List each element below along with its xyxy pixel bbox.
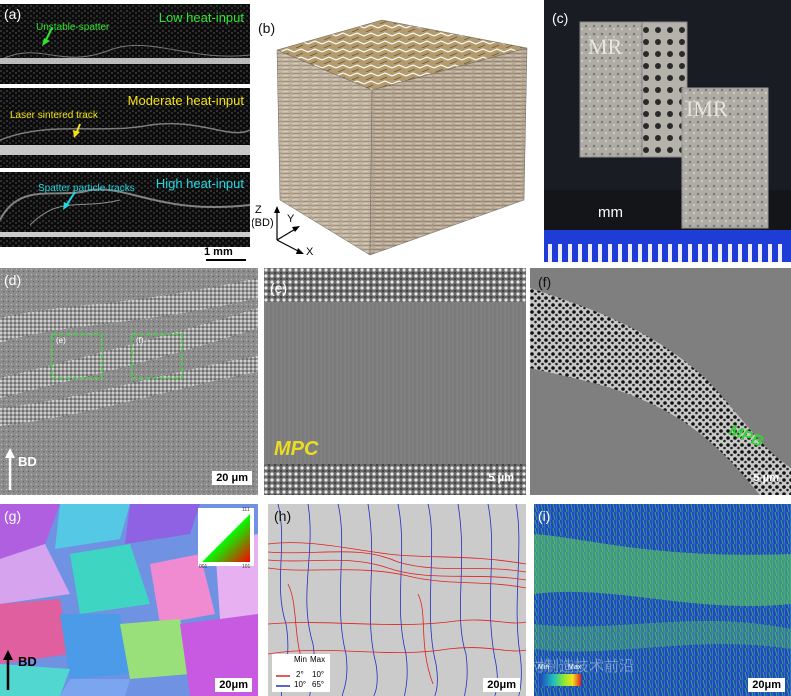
panel-g-bd-label: BD [18, 654, 37, 669]
axis-y-label: Y [287, 213, 295, 225]
part1-engraving: MR [588, 34, 623, 59]
panel-d-scale: 20 μm [212, 471, 252, 485]
grain-boundary-map [268, 504, 526, 696]
panel-i-scale: 20μm [748, 678, 785, 692]
panel-a: (a) Low heat-input Unstable-spatter Mode… [0, 0, 250, 265]
row3-title: High heat-input [155, 176, 244, 191]
axis-bd-label: (BD) [252, 217, 274, 229]
legend-row1-min: 2° [296, 670, 304, 679]
panel-f-scale: 5 μm [753, 472, 779, 484]
watermark-text: 公众号·增材制造技术前沿 [534, 658, 634, 675]
panel-d: (d) (e) (f) BD 20 μm [0, 268, 258, 495]
legend-header-max: Max [310, 655, 326, 664]
axis-x-label: X [306, 246, 314, 258]
panel-g: (g) 001 101 111 BD 20μm [0, 504, 258, 696]
cube-graphic [274, 19, 528, 256]
sem-image-f [530, 268, 791, 495]
kam-legend-min: Min [538, 664, 550, 671]
row2-title: Moderate heat-input [127, 93, 244, 108]
box-e-label: (e) [56, 336, 66, 345]
panel-b: (b) Z (BD) Y X [252, 0, 542, 265]
panel-d-bd-label: BD [18, 454, 37, 469]
sem-image-d [0, 268, 258, 495]
panel-d-label: (d) [4, 272, 22, 288]
row1-title: Low heat-input [158, 10, 244, 25]
mpc-annotation: MPC [274, 438, 319, 460]
panel-h-scale: 20μm [483, 678, 520, 692]
panel-a-graphic [0, 4, 250, 261]
panel-h-label: (h) [274, 508, 292, 524]
panel-e-label: (e) [270, 280, 288, 296]
part2-engraving: IMR [686, 96, 728, 121]
panel-c-label: (c) [552, 10, 569, 26]
panel-c: (c) MR IMR mm [544, 0, 791, 262]
panel-g-scale: 20μm [215, 678, 252, 692]
row1-annotation: Unstable-spatter [36, 22, 110, 33]
panel-i: (i) Min Max 公众号·增材制造技术前沿 20μm [534, 504, 791, 696]
legend-row1-max: 10° [312, 670, 325, 679]
ipf-key-corner-101: 101 [242, 564, 251, 570]
kam-legend-max: Max [568, 664, 582, 671]
panel-a-scale: 1 mm [204, 246, 233, 258]
panel-i-label: (i) [538, 508, 551, 524]
axis-z-label: Z [255, 204, 262, 216]
parts-photo [544, 0, 791, 262]
legend-row2-min: 10° [294, 680, 307, 689]
box-f-label: (f) [136, 336, 144, 345]
row2-annotation: Laser sintered track [10, 110, 98, 121]
panel-g-label: (g) [4, 508, 22, 524]
panel-b-label: (b) [258, 20, 276, 36]
photo-unit-label: mm [598, 204, 623, 221]
row3-annotation: Spatter particle tracks [38, 183, 135, 194]
ipf-key-corner-111: 111 [242, 507, 250, 513]
kam-map [534, 504, 791, 696]
ipf-key-corner-001: 001 [199, 564, 208, 570]
panel-a-label: (a) [4, 6, 22, 22]
sem-image-e [264, 268, 526, 495]
panel-e-scale: 5 μm [488, 472, 514, 484]
ebsd-ipf-map [0, 504, 258, 696]
panel-h: (h) Min Max 2° 10° 10° 65° 20μm [268, 504, 526, 696]
ruler-ticks [548, 244, 782, 262]
legend-header-min: Min [294, 655, 307, 664]
panel-f: (f) MPB 5 μm [530, 268, 791, 495]
panel-f-label: (f) [538, 274, 552, 290]
panel-e: (e) MPC 5 μm [264, 268, 526, 495]
legend-row2-max: 65° [312, 680, 325, 689]
